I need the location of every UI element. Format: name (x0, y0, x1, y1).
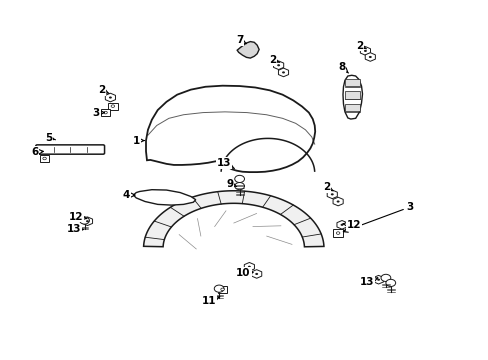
Text: 2: 2 (322, 182, 333, 192)
Text: 10: 10 (236, 267, 252, 278)
FancyBboxPatch shape (101, 109, 110, 116)
Polygon shape (373, 275, 383, 284)
FancyBboxPatch shape (217, 286, 227, 293)
Text: 2: 2 (355, 41, 366, 50)
Polygon shape (365, 53, 375, 61)
Circle shape (277, 64, 280, 66)
Circle shape (330, 193, 333, 195)
FancyBboxPatch shape (344, 79, 359, 86)
Circle shape (43, 157, 46, 160)
Text: 9: 9 (226, 179, 236, 189)
Polygon shape (326, 190, 337, 199)
Text: 12: 12 (343, 220, 361, 230)
Circle shape (282, 71, 285, 73)
Text: 13: 13 (66, 225, 83, 234)
Circle shape (385, 279, 395, 287)
Text: 6: 6 (31, 147, 43, 157)
Circle shape (336, 201, 339, 203)
Circle shape (380, 274, 390, 282)
Polygon shape (146, 86, 315, 172)
Text: 8: 8 (338, 62, 348, 73)
Polygon shape (342, 75, 362, 119)
Circle shape (86, 220, 89, 222)
Circle shape (109, 96, 112, 99)
Circle shape (234, 183, 244, 190)
Polygon shape (273, 61, 283, 69)
Text: 3: 3 (92, 108, 104, 118)
Text: 5: 5 (45, 133, 56, 143)
Circle shape (336, 232, 339, 234)
Circle shape (368, 56, 371, 58)
Circle shape (340, 224, 343, 226)
Text: 13: 13 (359, 277, 377, 287)
Text: 7: 7 (235, 35, 246, 45)
FancyBboxPatch shape (344, 104, 359, 111)
Polygon shape (105, 93, 115, 102)
Circle shape (376, 279, 379, 281)
Circle shape (80, 217, 89, 224)
Circle shape (255, 273, 258, 275)
Circle shape (234, 175, 244, 183)
Circle shape (247, 266, 250, 268)
FancyBboxPatch shape (108, 103, 118, 110)
Polygon shape (143, 191, 323, 247)
FancyBboxPatch shape (332, 229, 342, 237)
Polygon shape (237, 41, 259, 58)
Polygon shape (244, 262, 254, 271)
Polygon shape (82, 217, 92, 226)
Text: 11: 11 (202, 296, 220, 306)
Polygon shape (332, 197, 343, 206)
Polygon shape (133, 190, 195, 205)
Polygon shape (336, 221, 346, 229)
Circle shape (214, 285, 224, 292)
Polygon shape (251, 270, 261, 278)
Text: 2: 2 (98, 85, 109, 95)
FancyBboxPatch shape (36, 145, 104, 154)
Polygon shape (360, 46, 370, 55)
Circle shape (111, 105, 114, 107)
Text: 4: 4 (122, 190, 135, 200)
Circle shape (221, 288, 224, 291)
FancyBboxPatch shape (344, 91, 359, 99)
Circle shape (363, 50, 366, 52)
Text: 3: 3 (343, 202, 413, 232)
Polygon shape (278, 68, 288, 77)
Circle shape (103, 111, 107, 114)
Text: 13: 13 (216, 158, 234, 168)
Text: 1: 1 (132, 136, 143, 145)
Text: 2: 2 (268, 55, 279, 65)
Text: 12: 12 (69, 212, 87, 221)
FancyBboxPatch shape (40, 155, 49, 162)
